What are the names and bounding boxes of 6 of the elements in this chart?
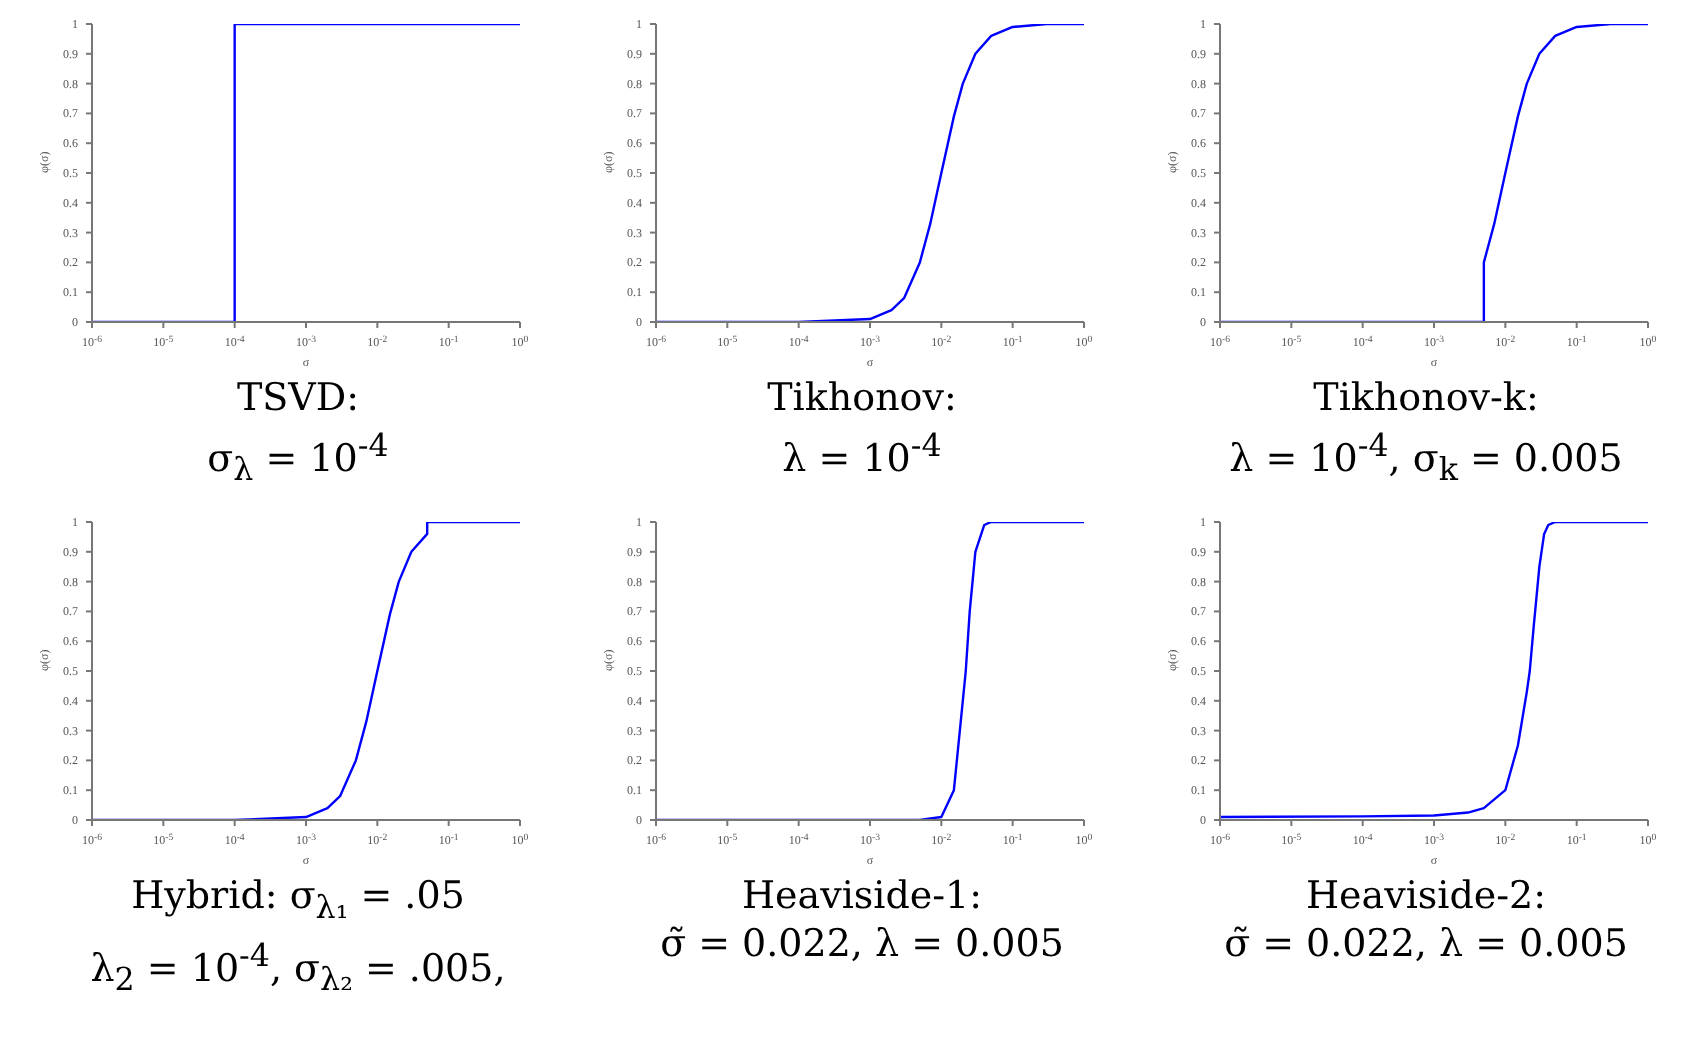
- text: Heaviside-2: σ̃ = 0.022, λ = 0.005: [1222, 872, 1630, 968]
- text: Tikhonov-k: λ = 10$^{-4}$, σ$_{k}$ = 0.005: [1227, 374, 1625, 493]
- text: Heaviside-1: σ̃ = 0.022, λ = 0.005: [658, 872, 1066, 968]
- text: TSVD: σ$_{λ}$ = 10$^{-4}$: [205, 374, 391, 493]
- chart-title: Hybrid: σ$_{λ₁}$ = .05 λ$_{2}$ = 10$^{-4}$, σ$_{λ₂}$ = .005,: [90, 874, 506, 998]
- text: Tikhonov: λ = 10$^{-4}$: [765, 374, 959, 483]
